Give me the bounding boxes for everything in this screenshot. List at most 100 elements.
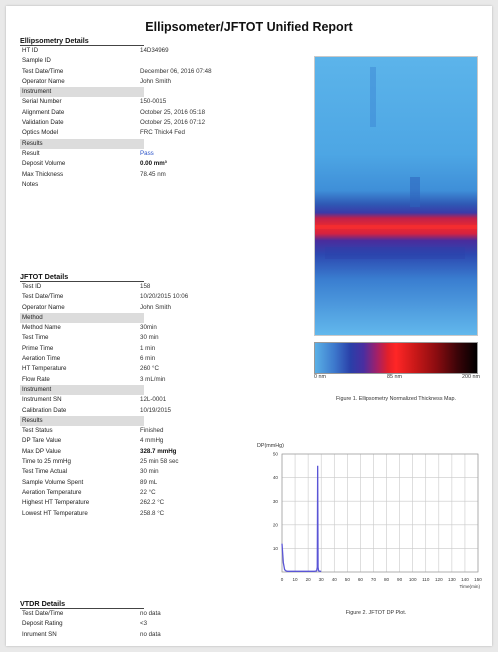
colorbar-tick-mid: 85 nm — [387, 374, 402, 380]
report-title: Ellipsometer/JFTOT Unified Report — [145, 20, 353, 34]
field-row: Max DP Value 328.7 mmHg — [20, 447, 270, 457]
field-label: Lowest HT Temperature — [22, 509, 88, 517]
field-row: Calibration Date 10/19/2015 — [20, 406, 270, 416]
field-row: Sample ID — [20, 56, 270, 66]
ellipsometry-instrument-header: Instrument — [20, 87, 144, 98]
y-tick-label: 20 — [273, 522, 279, 527]
field-value: 89 mL — [140, 478, 158, 486]
field-row: Optics Model FRC Thick4 Fed — [20, 128, 270, 138]
y-tick-label: 10 — [273, 546, 279, 551]
field-value: 30 min — [140, 468, 159, 476]
field-row: Instrument SN 12L-0001 — [20, 395, 270, 405]
field-row: Test ID 158 — [20, 282, 270, 292]
field-value: 328.7 mmHg — [140, 447, 177, 455]
field-row: HT ID 14D34969 — [20, 46, 270, 56]
field-label: Flow Rate — [22, 375, 50, 383]
field-label: DP Tare Value — [22, 437, 62, 445]
y-tick-label: 40 — [273, 475, 279, 480]
field-label: Result — [22, 149, 40, 157]
field-value: 30 min — [140, 334, 159, 342]
field-row: Validation Date October 25, 2016 07:12 — [20, 118, 270, 128]
vtdr-section-title: VTDR Details — [20, 599, 144, 609]
field-value: December 06, 2016 07:48 — [140, 67, 212, 75]
field-label: Method Name — [22, 324, 61, 332]
field-value: 78.45 nm — [140, 170, 166, 178]
jftot-section: JFTOT Details Test ID 158 Test Date/Time 10… — [20, 272, 270, 519]
field-value: 22 °C — [140, 488, 156, 496]
field-row: Aeration Time 6 min — [20, 354, 270, 364]
field-value: 1 min — [140, 344, 156, 352]
field-value: <3 — [140, 620, 148, 628]
field-value: 14D34969 — [140, 47, 169, 54]
x-tick-label: 80 — [384, 577, 390, 582]
field-row: Alignment Date October 25, 2016 05:18 — [20, 108, 270, 118]
field-row: Prime Time 1 min — [20, 344, 270, 354]
field-row: Lowest HT Temperature 258.8 °C — [20, 509, 270, 519]
field-value: 10/19/2015 — [140, 406, 171, 414]
field-label: Alignment Date — [22, 108, 65, 116]
x-tick-label: 50 — [345, 577, 351, 582]
field-value: 150-0015 — [140, 98, 167, 106]
field-value: John Smith — [140, 77, 171, 85]
field-value: 260 °C — [140, 365, 159, 373]
field-value: 12L-0001 — [140, 396, 167, 404]
dp-series-line — [281, 465, 322, 572]
field-label: Test ID — [22, 283, 42, 290]
field-label: Time to 25 mmHg — [22, 458, 71, 466]
jftot-general-rows: Test ID 158 Test Date/Time 10/20/2015 10:06… — [20, 282, 270, 313]
x-tick-label: 120 — [435, 577, 443, 582]
field-value: 4 mmHg — [140, 437, 164, 445]
field-row: Serial Number 150-0015 — [20, 97, 270, 107]
jftot-instrument-rows: Instrument SN 12L-0001 Calibration Date 10/… — [20, 395, 270, 416]
x-tick-label: 0 — [281, 577, 284, 582]
x-tick-label: 40 — [332, 577, 338, 582]
field-value: John Smith — [140, 303, 171, 311]
field-row: Deposit Volume 0.00 mm³ — [20, 159, 270, 169]
field-label: Calibration Date — [22, 406, 67, 414]
x-tick-label: 20 — [306, 577, 312, 582]
field-label: Operator Name — [22, 303, 65, 311]
field-label: Deposit Rating — [22, 620, 63, 628]
field-value: 3 mL/min — [140, 375, 166, 383]
field-row: Time to 25 mmHg 25 min 58 sec — [20, 457, 270, 467]
field-value: FRC Thick4 Fed — [140, 129, 185, 137]
report-page: Ellipsometer/JFTOT Unified Report Ellips… — [6, 6, 492, 646]
field-row: Test Date/Time no data — [20, 609, 270, 619]
field-value: no data — [140, 610, 161, 617]
ellipsometry-section: Ellipsometry Details HT ID 14D34969 Sample… — [20, 36, 270, 190]
ellipsometry-results-header: Results — [20, 138, 144, 149]
jftot-results-header: Results — [20, 415, 144, 427]
field-value: 258.8 °C — [140, 509, 165, 517]
field-label: Max Thickness — [22, 170, 64, 178]
jftot-method-header: Method — [20, 312, 144, 324]
field-label: Deposit Volume — [22, 160, 66, 168]
field-row: Sample Volume Spent 89 mL — [20, 478, 270, 488]
x-tick-label: 30 — [319, 577, 325, 582]
x-tick-label: 130 — [448, 577, 456, 582]
field-label: Serial Number — [22, 98, 62, 106]
field-label: Instrument SN — [22, 396, 62, 404]
field-label: Test Date/Time — [22, 67, 64, 75]
figure2-caption: Figure 2. JFTOT DP Plot. — [345, 610, 407, 616]
field-value: Finished — [140, 427, 164, 435]
field-label: HT Temperature — [22, 365, 67, 373]
dp-plot: 0 10 20 30 40 50 60 70 80 90 100 110 120 130 140 150 10 2… — [273, 452, 482, 589]
field-label: Max DP Value — [22, 447, 61, 455]
ellipsometry-instrument-rows: Serial Number 150-0015 Alignment Date Octob… — [20, 97, 270, 138]
field-row: Method Name 30min — [20, 323, 270, 333]
field-row: HT Temperature 260 °C — [20, 364, 270, 374]
y-tick-label: 30 — [273, 499, 279, 504]
field-row: Operator Name John Smith — [20, 77, 270, 87]
field-label: Prime Time — [22, 344, 54, 352]
field-row: Deposit Rating <3 — [20, 619, 270, 629]
x-tick-label: 100 — [409, 577, 417, 582]
field-label: Test Time — [22, 334, 49, 342]
x-tick-label: 150 — [474, 577, 482, 582]
field-label: Test Status — [22, 427, 53, 435]
field-value: 0.00 mm³ — [140, 160, 167, 168]
field-label: Optics Model — [22, 129, 59, 137]
vtdr-section: VTDR Details Test Date/Time no data Deposi… — [20, 599, 270, 640]
vtdr-rows: Test Date/Time no data Deposit Rating <3 Inr… — [20, 609, 270, 640]
field-row: Test Time Actual 30 min — [20, 467, 270, 477]
field-value: no data — [140, 630, 161, 638]
